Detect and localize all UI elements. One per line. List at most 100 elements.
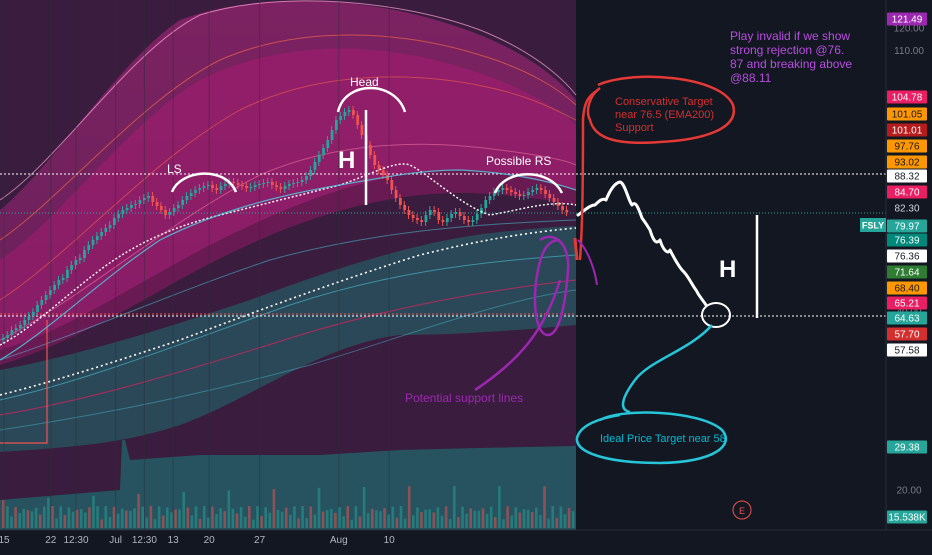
price-label: 101.05	[887, 107, 927, 121]
annotation-text: @88.11	[730, 71, 772, 85]
x-tick-label: Jul	[109, 535, 122, 546]
volume-bar	[293, 506, 296, 528]
candle-body	[279, 187, 283, 189]
candle-body	[206, 185, 210, 186]
candle-body	[185, 196, 189, 200]
low-step-line	[0, 320, 48, 444]
candle-body	[19, 325, 22, 328]
candle-body	[330, 130, 334, 140]
volume-bar	[202, 506, 206, 528]
candle-body	[475, 214, 479, 220]
price-label-text: 57.58	[894, 346, 919, 357]
volume-bar	[157, 506, 161, 528]
candle-body	[164, 210, 167, 215]
volume-bar	[309, 506, 313, 528]
ideal-target-loop	[575, 411, 728, 465]
price-label-text: 71.64	[894, 268, 919, 279]
candle-body	[181, 200, 185, 205]
volume-bar	[174, 509, 177, 528]
x-tick-label: Aug	[330, 535, 348, 546]
candle-body	[27, 316, 31, 320]
volume-bar	[161, 515, 165, 528]
price-label: 57.58	[887, 343, 927, 357]
candle-body	[561, 206, 564, 210]
candle-body	[245, 186, 249, 188]
candle-body	[522, 195, 526, 196]
price-label-text: 76.39	[894, 236, 919, 247]
volume-bar	[284, 507, 288, 528]
candle-body	[36, 305, 39, 312]
x-tick-label: 22	[45, 535, 57, 546]
candle-body	[398, 198, 402, 205]
candle-body	[339, 116, 342, 120]
price-label: 65.21	[887, 296, 927, 310]
candle-body	[70, 265, 74, 270]
volume-bar	[14, 507, 17, 528]
volume-bar	[338, 507, 341, 528]
candle-body	[292, 183, 296, 184]
ema-dotted-line	[0, 227, 577, 396]
price-label-text: 15.538K	[888, 513, 926, 524]
candle-body	[288, 184, 291, 186]
volume-bar	[362, 486, 366, 528]
volume-bar	[47, 497, 50, 528]
symbol-text: FSLY	[862, 221, 884, 231]
candle-body	[501, 188, 505, 190]
volume-bar	[268, 512, 272, 528]
candle-body	[343, 112, 347, 116]
volume-bar	[264, 507, 267, 528]
annotation-text: Head	[350, 75, 379, 89]
candle-body	[2, 338, 5, 340]
candle-body	[61, 278, 65, 280]
annotation-text: Potential support lines	[405, 391, 523, 405]
conservative-target-loop	[586, 75, 736, 145]
symbol-label: FSLY	[860, 218, 886, 232]
volume-bar	[215, 514, 218, 528]
volume-bar	[231, 508, 235, 528]
candle-body	[74, 260, 78, 265]
volume-bar	[559, 506, 563, 528]
candle-body	[539, 188, 543, 190]
volume-bar	[301, 506, 304, 528]
ema-teal-line	[0, 169, 577, 361]
x-tick-label: 20	[204, 535, 216, 546]
candle-body	[445, 218, 449, 222]
candle-body	[266, 182, 270, 183]
price-label: 76.39	[887, 233, 927, 247]
candle-body	[548, 194, 552, 198]
candle-body	[347, 110, 351, 112]
candle-body	[151, 196, 155, 202]
candle-body	[352, 110, 355, 115]
volume-bar	[453, 486, 456, 528]
candle-body	[95, 236, 99, 240]
candle-body	[112, 218, 116, 225]
price-label: 88.32	[887, 169, 927, 183]
price-label: 15.538K	[887, 510, 927, 524]
volume-bar	[129, 510, 132, 528]
candle-body	[394, 190, 398, 198]
candle-body	[471, 220, 475, 222]
price-label-text: 84.70	[894, 188, 919, 199]
conservative-target-tick	[573, 237, 579, 261]
volume-bar	[432, 512, 436, 528]
candle-body	[130, 205, 133, 208]
volume-bar	[198, 518, 202, 528]
price-label: 82.30	[887, 201, 927, 215]
volume-bar	[571, 511, 575, 528]
volume-bar	[79, 509, 83, 528]
head-arc	[336, 86, 407, 113]
price-label: 76.36	[887, 249, 927, 263]
candle-body	[10, 330, 14, 335]
volume-bar	[108, 516, 112, 528]
volume-bar	[75, 509, 79, 528]
volume-bar	[407, 486, 411, 528]
candle-body	[407, 210, 411, 215]
volume-bar	[239, 506, 243, 528]
price-label: 93.02	[887, 155, 927, 169]
volume-bar	[22, 508, 26, 528]
volume-bar	[194, 506, 198, 528]
volume-bar	[514, 507, 518, 528]
volume-bar	[530, 511, 534, 528]
price-label: 64.63	[887, 311, 927, 325]
